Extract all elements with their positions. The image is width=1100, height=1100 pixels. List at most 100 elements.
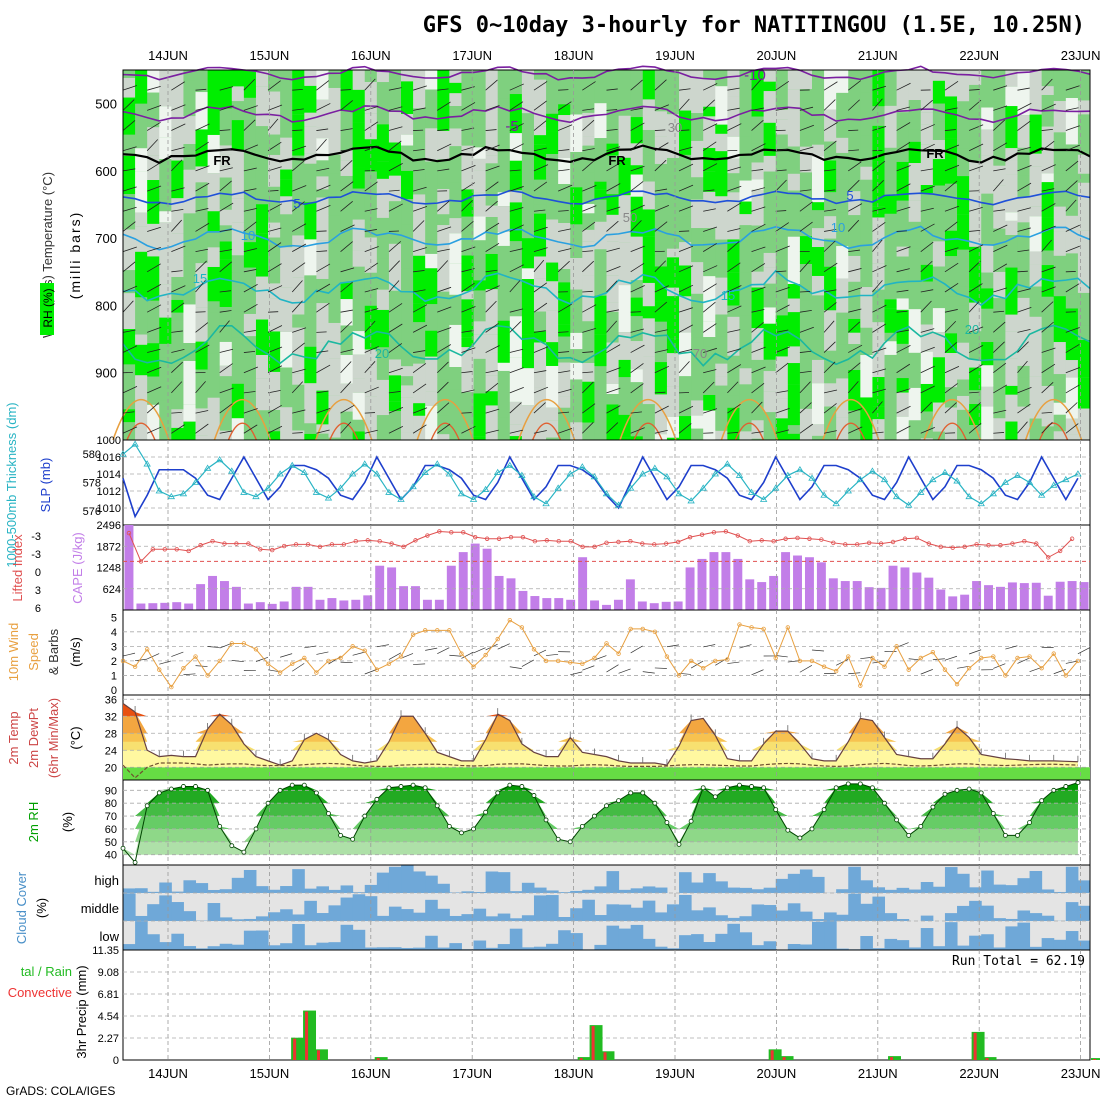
rh-patch [751,70,765,117]
wind10m-marker [833,668,839,674]
thickness-marker [361,460,369,467]
rh-patch [401,376,414,386]
rh-patch [1065,253,1079,295]
upper-wind-barb [654,429,668,434]
lifted-index-marker [663,541,669,546]
pressure-tick-label: 700 [95,231,117,246]
rh-patch [401,145,414,171]
rh-patch [461,291,475,300]
rh-patch [558,115,571,159]
rh-patch [183,404,197,422]
rh-patch [437,291,450,337]
wind10m-barb [594,655,607,661]
rh-patch [848,255,861,282]
upper-wind-barb [920,124,935,131]
rh-patch [1041,325,1055,370]
rh-patch [171,116,184,128]
upper-wind-barb [872,160,886,172]
rh-patch [473,321,487,335]
slp-line [122,455,1079,519]
rh-patch [654,362,668,395]
upper-wind-barb [582,328,596,333]
rh2m-marker [253,826,259,832]
upper-wind-barb [872,368,887,374]
upper-wind-barb [1017,207,1031,212]
rh-patch [594,422,607,440]
upper-wind-barb [533,226,548,232]
rh-patch [715,196,728,240]
rh-patch [364,70,378,82]
rh-patch [618,377,632,415]
cloud-cell [944,913,958,921]
rh-patch [509,436,523,440]
upper-wind-barb [606,128,618,131]
cloud-cell [340,924,354,950]
wind10m-marker [350,644,355,649]
rh-patch [1029,206,1043,217]
precip-total-bar [971,1031,985,1060]
precip-convective-bar [782,1057,786,1060]
thickness-marker [215,456,224,463]
cape-bar [661,601,671,610]
rh2m-marker [156,790,162,796]
rh-patch [497,285,511,321]
lifted-tick-label: 0 [35,567,41,579]
rh-patch [135,212,148,227]
rh-patch [1005,421,1018,440]
cloud-cell [304,900,317,921]
rh-patch [944,96,958,139]
upper-wind-barb [702,301,716,313]
wind10m-marker [991,654,996,659]
rh-patch [981,365,994,387]
rh-patch [836,70,849,93]
rh-patch [207,173,221,212]
rh-patch [1077,182,1091,231]
upper-wind-barb [582,185,597,192]
wind10m-barb [135,658,148,662]
precip-convective-bar [973,1032,977,1060]
rh-patch [1053,231,1067,256]
cape-bar [590,600,600,610]
rh2m-marker [809,826,815,832]
rh-patch [437,130,450,160]
rh-patch [993,418,1006,440]
upper-wind-barb [171,361,183,374]
rh-patch [751,225,765,262]
cape-bar [399,586,409,610]
cape-bar [804,557,814,610]
rh-patch [642,70,656,100]
cloud-cell [679,872,692,893]
rh-patch [763,307,777,324]
cloud-cell [751,889,765,893]
rh-patch [243,313,257,337]
rh-patch [509,316,523,358]
upper-wind-barb [872,239,883,252]
upper-wind-barb [678,284,694,293]
rh-patch [1041,250,1055,266]
upper-wind-barb [388,203,403,212]
rh-patch [666,207,680,249]
rh-patch [219,341,233,366]
cloud-cell [243,869,257,893]
rh-patch [715,151,728,197]
rh-patch [860,70,873,93]
rh-patch [413,415,426,440]
temp-contour-30 [836,422,866,441]
upper-wind-barb [654,79,667,91]
cloud-cell [546,943,559,950]
wind10m-marker [338,655,343,661]
rh-patch [896,153,910,162]
rh-patch [473,377,487,394]
upper-wind-barb [968,143,984,152]
cloud-cell [860,936,873,950]
wind10m-speed-line [122,619,1079,688]
rh-patch [691,337,704,355]
upper-wind-barb [461,146,476,152]
upper-wind-barb [702,243,717,252]
rh-patch [860,166,873,180]
upper-wind-barb [437,200,450,212]
upper-wind-barb [775,169,787,172]
upper-wind-barb [993,287,1008,293]
rh-patch [981,107,994,130]
rh-patch [1005,394,1018,422]
